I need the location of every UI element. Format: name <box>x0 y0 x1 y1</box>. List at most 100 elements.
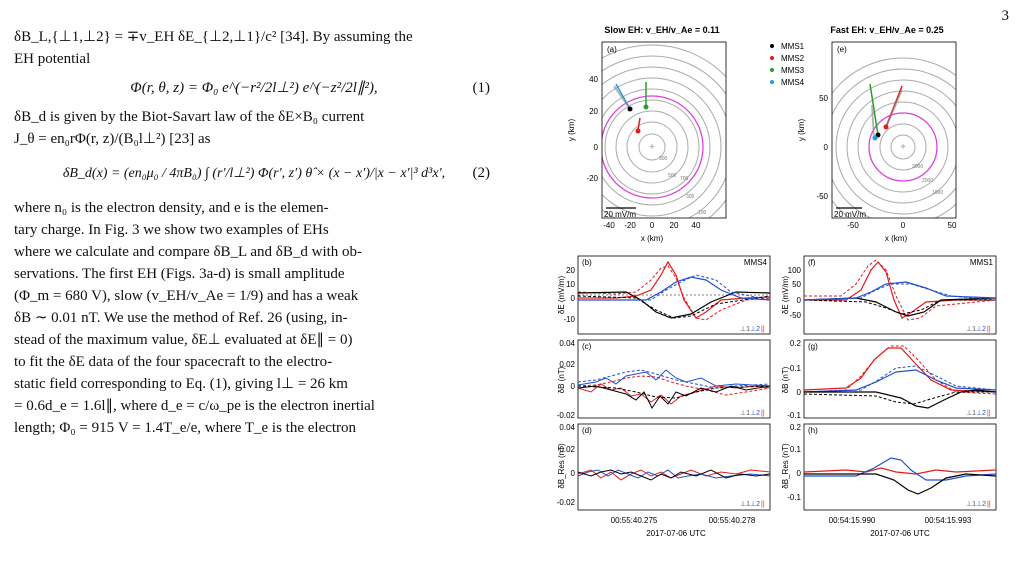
panel-h: (h) ⊥1 ⊥2 || 0.2 0.1 0 -0.1 δB_Res (nT) <box>781 423 997 511</box>
panel-d: (d) ⊥1 ⊥2 || 0.04 0.02 0 -0.02 δB_Res (n… <box>557 423 771 511</box>
svg-text:⊥2: ⊥2 <box>750 410 760 417</box>
e-yticks: 50 0 -50 <box>816 94 828 201</box>
svg-text:-0.1: -0.1 <box>787 411 801 420</box>
svg-text:-20: -20 <box>586 174 598 183</box>
ylabel-a: y (km) <box>567 119 576 142</box>
panel-b: (b) MMS4 ⊥1 ⊥2 || 20 10 0 -10 δE (mV/m) <box>557 255 771 335</box>
svg-text:0.2: 0.2 <box>790 339 802 348</box>
text-line: where we calculate and compare δB_L and … <box>14 244 363 260</box>
ylabel-f: δE (mV/m) <box>781 276 790 315</box>
panel-label-h: (h) <box>808 426 818 435</box>
text-line: static field corresponding to Eq. (1), g… <box>14 376 348 392</box>
svg-text:||: || <box>761 410 765 417</box>
e-xticks: -50 0 50 <box>847 221 957 230</box>
svg-text:0: 0 <box>797 388 802 397</box>
legend-label-mms4: MMS4 <box>781 78 805 87</box>
sc-mms3-a <box>643 104 649 110</box>
contours-a <box>602 44 726 218</box>
scale-label-a: 20 mV/m <box>604 210 636 219</box>
text-line: J_θ = en₀rΦ(r, z)/(B₀l⊥²) [23] as <box>14 131 211 147</box>
right-time-axis: 00:54:15.990 00:54:15.993 2017-07-06 UTC <box>829 516 972 538</box>
date-label-left: 2017-07-06 UTC <box>646 529 706 538</box>
legend-label-mms2: MMS2 <box>781 54 805 63</box>
contour-label: 2000 <box>922 178 933 184</box>
svg-text:-10: -10 <box>563 315 575 324</box>
text-line: where n₀ is the electron density, and e … <box>14 200 329 216</box>
legend-label-mms3: MMS3 <box>781 66 805 75</box>
panel-label-b: (b) <box>582 258 592 267</box>
svg-text:-40: -40 <box>603 221 615 230</box>
equation-1-number: (1) <box>472 80 491 96</box>
svg-text:00:54:15.990: 00:54:15.990 <box>829 516 876 525</box>
text-line: tary charge. In Fig. 3 we show two examp… <box>14 222 329 238</box>
svg-text:100: 100 <box>788 266 802 275</box>
legend-marker-mms3 <box>770 68 774 72</box>
svg-text:50: 50 <box>819 94 828 103</box>
panel-label-e: (e) <box>837 45 847 54</box>
panel-label-c: (c) <box>582 342 592 351</box>
text-line: δB_d is given by the Biot-Savart law of … <box>14 109 365 125</box>
svg-text:0: 0 <box>571 382 576 391</box>
text-line: servations. The first EH (Figs. 3a-d) is… <box>14 266 345 282</box>
svg-text:40: 40 <box>589 75 598 84</box>
svg-text:||: || <box>761 501 765 508</box>
svg-text:⊥2: ⊥2 <box>750 501 760 508</box>
panel-label-d: (d) <box>582 426 592 435</box>
scale-label-e: 20 mV/m <box>834 210 866 219</box>
contour-label: 700 <box>680 176 689 182</box>
legend-marker-mms2 <box>770 56 774 60</box>
svg-text:0.2: 0.2 <box>790 423 802 432</box>
svg-text:||: || <box>761 326 765 333</box>
title-fast-eh: Fast EH: v_EH/v_Ae = 0.25 <box>830 25 943 35</box>
svg-text:0: 0 <box>650 221 655 230</box>
svg-text:-50: -50 <box>816 192 828 201</box>
date-label-right: 2017-07-06 UTC <box>870 529 930 538</box>
sc-mms2-e <box>883 124 889 130</box>
panel-label-g: (g) <box>808 342 818 351</box>
contour-label: 300 <box>686 194 695 200</box>
text-line: stead of the maximum value, δE⊥ evaluate… <box>14 332 353 348</box>
svg-text:0: 0 <box>797 469 802 478</box>
svg-text:0: 0 <box>797 296 802 305</box>
svg-text:||: || <box>987 410 991 417</box>
text-line: = 0.6d_e = 1.6l∥, where d_e = c/ω_pe is … <box>14 398 375 414</box>
contour-label: 500 <box>668 173 677 179</box>
svg-text:||: || <box>987 326 991 333</box>
legend-marker-mms4 <box>770 80 774 84</box>
panel-label-f: (f) <box>808 258 816 267</box>
svg-text:⊥1: ⊥1 <box>966 501 976 508</box>
contour-label: 1000 <box>932 190 943 196</box>
page-number: 3 <box>1001 8 1010 24</box>
svg-text:⊥1: ⊥1 <box>740 326 750 333</box>
ylabel-c: δB (nT) <box>557 366 566 393</box>
svg-text:||: || <box>987 501 991 508</box>
contour-label: 3000 <box>912 164 923 170</box>
svg-text:+: + <box>900 142 906 153</box>
svg-text:⊥2: ⊥2 <box>750 326 760 333</box>
figure-svg: Slow EH: v_EH/v_Ae = 0.11 Fast EH: v_EH/… <box>557 25 997 538</box>
sc-mms1-a <box>627 106 633 112</box>
svg-text:00:55:40.275: 00:55:40.275 <box>611 516 658 525</box>
legend-marker-mms1 <box>770 44 774 48</box>
sc-label-left: MMS4 <box>744 258 768 267</box>
equation-2: δB_d(x) = (en₀μ₀ / 4πB₀) ∫ (r′/l⊥²) Φ(r′… <box>14 162 494 185</box>
svg-text:00:54:15.993: 00:54:15.993 <box>925 516 972 525</box>
svg-text:0: 0 <box>594 143 599 152</box>
left-time-axis: 00:55:40.275 00:55:40.278 2017-07-06 UTC <box>611 516 756 538</box>
text-column: δB_L,{⊥1,⊥2} = ∓v_EH δE_{⊥2,⊥1}/c² [34].… <box>14 26 494 439</box>
svg-text:0.04: 0.04 <box>559 423 575 432</box>
svg-text:⊥1: ⊥1 <box>740 501 750 508</box>
svg-text:⊥2: ⊥2 <box>976 326 986 333</box>
xlabel-a: x (km) <box>641 234 664 243</box>
svg-text:-50: -50 <box>847 221 859 230</box>
svg-text:20: 20 <box>566 266 575 275</box>
svg-text:⊥1: ⊥1 <box>966 410 976 417</box>
ylabel-d: δB_Res (nT) <box>557 443 566 489</box>
title-slow-eh: Slow EH: v_EH/v_Ae = 0.11 <box>604 25 719 35</box>
svg-text:⊥1: ⊥1 <box>966 326 976 333</box>
ylabel-h: δB_Res (nT) <box>781 443 790 489</box>
svg-text:20: 20 <box>589 107 598 116</box>
svg-text:20: 20 <box>670 221 679 230</box>
legend: MMS1 MMS2 MMS3 MMS4 <box>770 42 805 87</box>
panel-label-a: (a) <box>607 45 617 54</box>
